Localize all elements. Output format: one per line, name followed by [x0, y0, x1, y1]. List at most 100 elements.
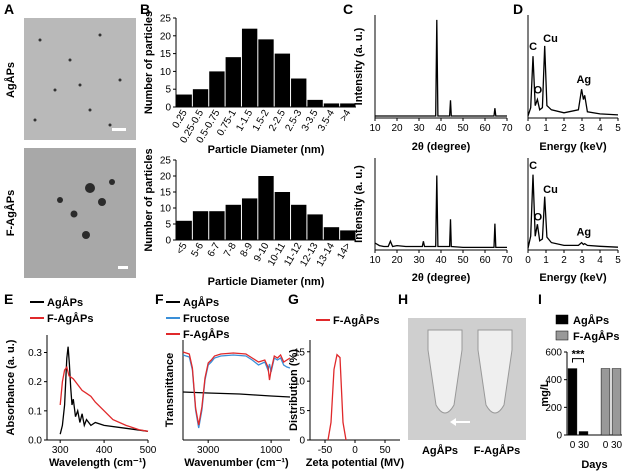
y-tick-label: 0.3 — [28, 348, 42, 359]
x-tick-label: 0 — [570, 440, 576, 451]
bar — [307, 214, 323, 240]
bar — [209, 211, 225, 240]
bar — [241, 28, 258, 107]
panel-labels: A B C D E F G H I — [4, 1, 542, 307]
series-line — [59, 365, 149, 432]
y-axis-title: Distribution (%) — [288, 349, 300, 431]
x-tick-label: 2 — [561, 255, 567, 266]
y-axis-title: Number of particles — [143, 148, 155, 251]
x-tick-label: 50 — [457, 123, 469, 134]
x-axis-title: Particle Diameter (nm) — [208, 144, 325, 156]
bar — [192, 211, 209, 240]
legend-swatch — [555, 314, 569, 325]
x-tick-label: 400 — [96, 445, 113, 456]
panel-label: H — [398, 291, 408, 307]
series-line — [59, 346, 149, 435]
bar — [274, 192, 291, 240]
y-tick-label: 400 — [545, 375, 562, 386]
series-line — [375, 19, 507, 117]
y-tick-label: 0.1 — [28, 406, 42, 417]
x-tick-label: 70 — [501, 123, 513, 134]
y-tick-label: 200 — [545, 403, 562, 414]
peak-label: Cu — [543, 33, 558, 45]
y-tick-label: 15 — [160, 49, 172, 60]
series-line — [182, 354, 291, 429]
panel-label: I — [538, 291, 542, 307]
x-tick-label: 7-8 — [222, 241, 239, 259]
x-tick-label: 300 — [52, 445, 69, 456]
x-tick-label: -50 — [318, 445, 333, 456]
series-line — [182, 391, 291, 398]
panel-label: B — [140, 1, 150, 17]
x-tick-label: 14> — [335, 241, 353, 261]
x-tick-label: 4 — [597, 255, 603, 266]
x-tick-label: 3.5-4 — [316, 108, 337, 134]
x-axis-title: Wavelength (cm⁻¹) — [49, 457, 146, 469]
tem-images: AgÅPs F-AgÅPs — [4, 18, 136, 278]
row-label: F-AgÅPs — [4, 190, 17, 236]
row-label: AgÅPs — [4, 62, 17, 98]
y-tick-label: 20 — [160, 172, 172, 183]
series-line — [374, 175, 507, 249]
bar — [274, 53, 291, 107]
y-tick-label: 15 — [160, 188, 172, 199]
bar — [578, 431, 589, 436]
x-tick-label: 5-6 — [189, 241, 206, 259]
peak-label: C — [529, 41, 537, 53]
bar — [176, 220, 192, 240]
bar — [225, 57, 241, 107]
y-axis-title: mg/L — [539, 380, 551, 407]
x-tick-label: 50 — [379, 445, 391, 456]
panel-label: C — [343, 1, 353, 17]
bar — [192, 89, 209, 107]
x-axis-title: Energy (keV) — [539, 141, 607, 153]
tem-image — [24, 148, 136, 278]
x-tick-label: 0 — [525, 123, 531, 134]
x-tick-label: 3 — [579, 123, 585, 134]
bar — [258, 176, 274, 240]
y-tick-label: 0 — [165, 103, 171, 114]
x-axis-title: Zeta potential (MV) — [306, 457, 405, 469]
peak-label: O — [534, 212, 543, 224]
scale-bar — [112, 128, 126, 131]
peak-label: Ag — [576, 74, 591, 86]
x-tick-label: 20 — [391, 123, 403, 134]
x-tick-label: 40 — [435, 255, 447, 266]
y-tick-label: 0.2 — [28, 377, 42, 388]
y-axis-title: Absorbance (a. u.) — [5, 339, 17, 435]
x-tick-label: 30 — [578, 440, 590, 451]
x-axis-title: Days — [581, 459, 607, 471]
y-tick-label: 25 — [160, 156, 172, 167]
x-tick-label: 70 — [501, 255, 513, 266]
x-tick-label: 20 — [391, 255, 403, 266]
peak-label: C — [529, 160, 537, 172]
x-tick-label: 30 — [413, 123, 425, 134]
tube — [477, 329, 513, 414]
panel-label: D — [513, 1, 523, 17]
panel-label: G — [288, 291, 299, 307]
legend-swatch — [555, 330, 569, 341]
tube — [427, 329, 463, 414]
y-tick-label: 0 — [165, 236, 171, 247]
tube-label: F-AgÅPs — [474, 444, 520, 457]
series-line — [527, 45, 619, 117]
bar — [611, 368, 622, 436]
x-axis-title: 2θ (degree) — [412, 272, 471, 284]
x-axis-title: Particle Diameter (nm) — [208, 276, 325, 288]
panel-label: A — [4, 1, 14, 17]
series-line — [182, 351, 291, 426]
y-tick-label: 0 — [299, 436, 305, 447]
x-tick-label: 500 — [140, 445, 157, 456]
x-tick-label: 1000 — [260, 445, 283, 456]
legend-label: AgÅPs — [573, 314, 609, 327]
y-tick-label: 10 — [160, 204, 172, 215]
x-tick-label: 0 — [603, 440, 609, 451]
y-tick-label: 10 — [294, 377, 306, 388]
x-tick-label: 3 — [579, 255, 585, 266]
x-tick-label: <5 — [175, 241, 190, 257]
bar — [340, 103, 356, 107]
y-tick-label: 15 — [294, 347, 306, 358]
bar — [176, 94, 192, 107]
x-tick-label: 1 — [543, 255, 549, 266]
bar — [323, 227, 340, 240]
